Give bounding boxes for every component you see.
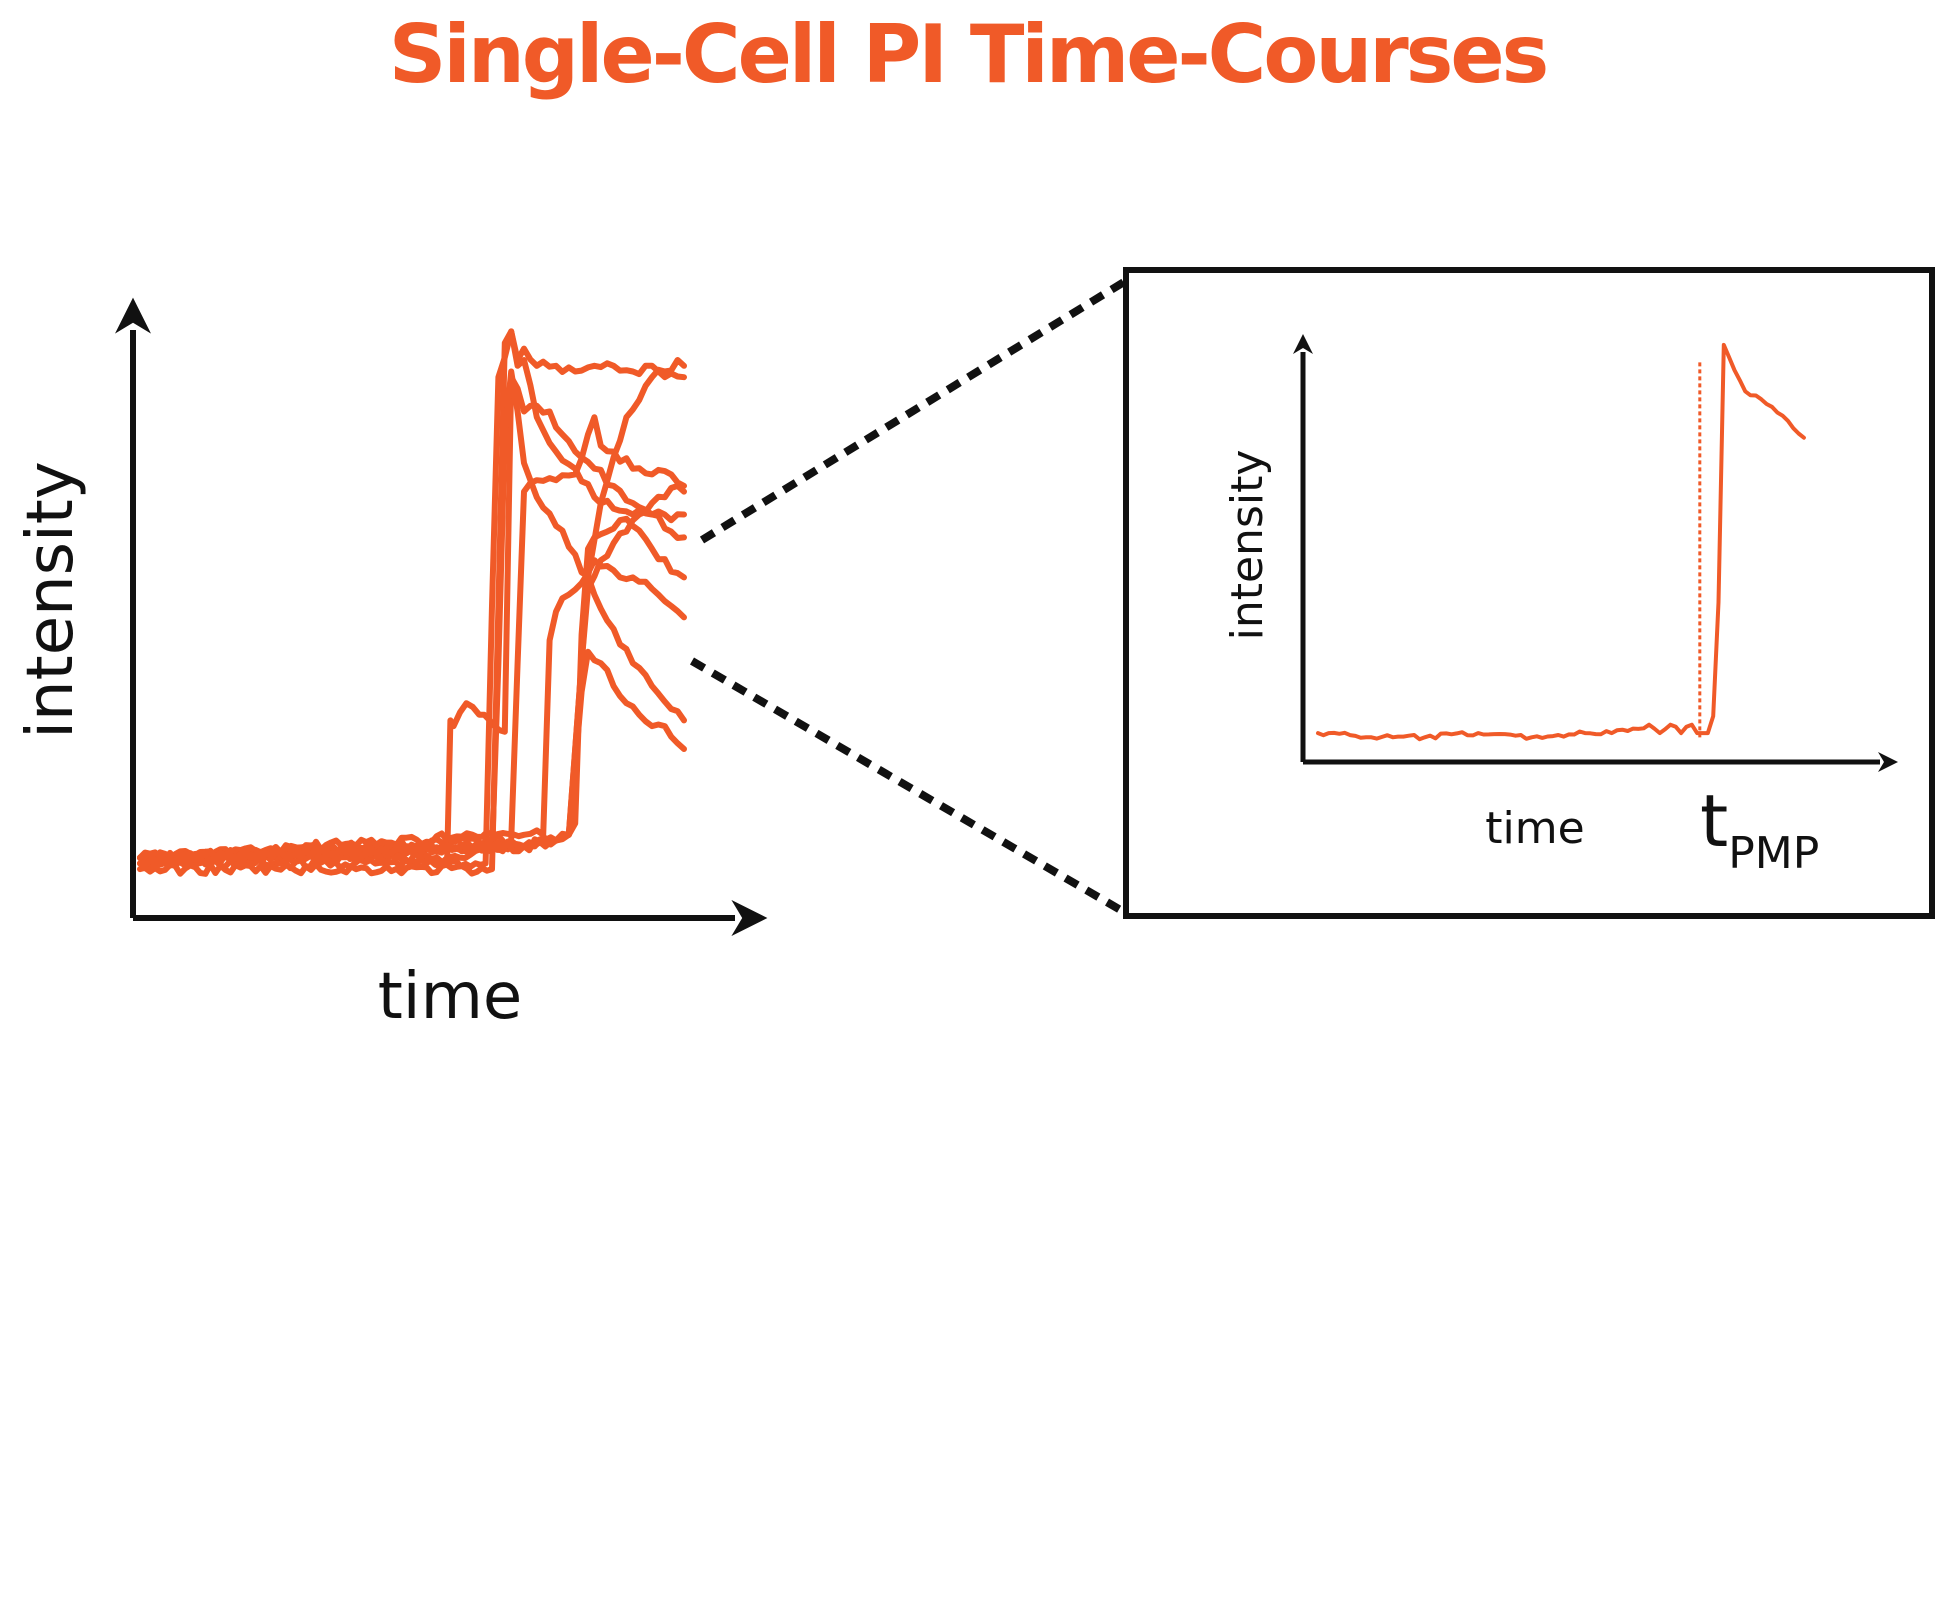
main-series-line-7 <box>137 515 687 864</box>
inset-y-axis-label: intensity <box>1222 450 1273 641</box>
tpmp-annotation: tPMP <box>1700 779 1819 879</box>
main-y-axis-label: intensity <box>14 461 88 738</box>
tpmp-main-text: t <box>1700 779 1728 863</box>
inset-frame <box>1123 267 1935 919</box>
inset-x-axis-label: time <box>1485 803 1584 854</box>
main-series-line-5 <box>137 414 687 865</box>
main-series-line-3 <box>137 328 687 877</box>
main-series-line-2 <box>137 328 687 872</box>
zoom-connector-bottom <box>689 657 1127 916</box>
inset-series-line-1 <box>1316 342 1806 742</box>
inset-series-group <box>1316 342 1806 742</box>
main-x-axis-label: time <box>378 960 523 1034</box>
main-series-group <box>137 328 687 877</box>
inset-chart: time intensity tPMP <box>1123 267 1935 919</box>
zoom-connector-top <box>699 278 1127 544</box>
main-series-line-9 <box>137 482 687 869</box>
main-chart: time intensity <box>14 297 768 1034</box>
chart-title: Single-Cell PI Time-Courses <box>388 8 1549 101</box>
main-series-line-10 <box>137 648 687 865</box>
tpmp-subscript: PMP <box>1728 828 1819 879</box>
